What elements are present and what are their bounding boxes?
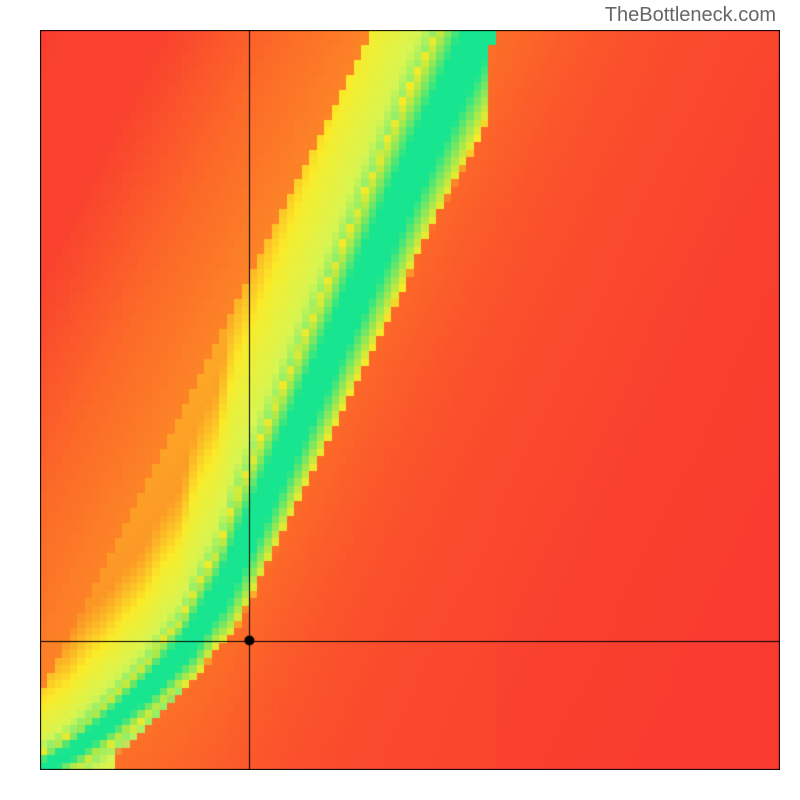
bottleneck-heatmap — [40, 30, 780, 770]
watermark-text: TheBottleneck.com — [605, 4, 776, 27]
chart-container: TheBottleneck.com — [0, 0, 800, 800]
